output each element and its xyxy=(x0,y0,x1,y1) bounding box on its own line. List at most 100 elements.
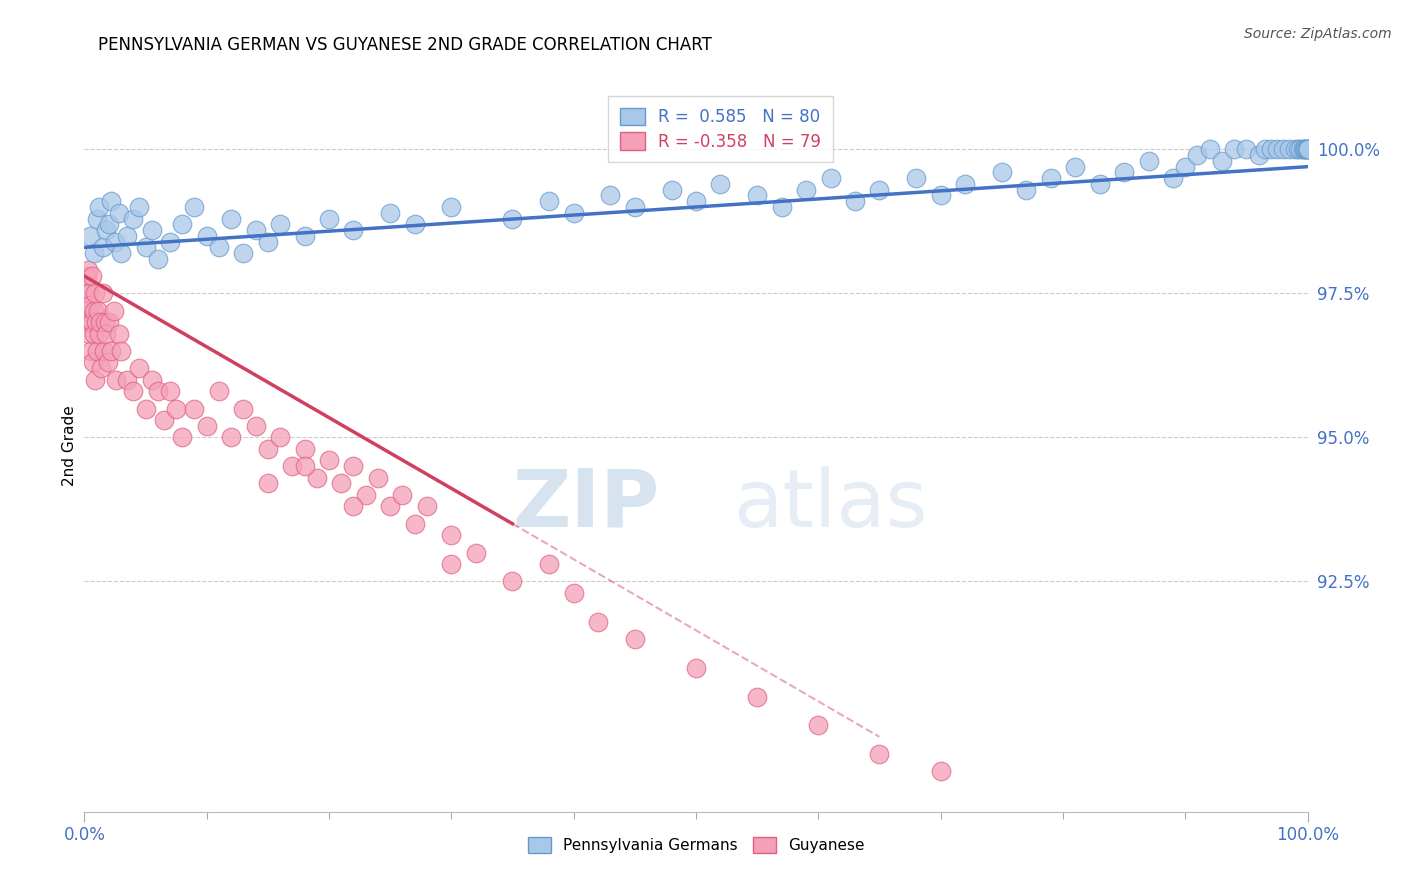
Point xyxy=(1114,165,1136,179)
Point xyxy=(135,240,157,254)
Point xyxy=(929,188,952,202)
Point xyxy=(869,747,891,761)
Point xyxy=(747,690,769,704)
Point xyxy=(820,171,842,186)
Point xyxy=(245,418,267,433)
Point xyxy=(747,188,769,202)
Point xyxy=(404,217,426,231)
Point xyxy=(342,500,364,514)
Point xyxy=(440,557,463,571)
Point xyxy=(115,373,138,387)
Point xyxy=(122,211,145,226)
Point xyxy=(83,326,105,341)
Point xyxy=(257,442,280,456)
Point xyxy=(1295,142,1317,156)
Point xyxy=(1187,148,1209,162)
Point xyxy=(342,223,364,237)
Point xyxy=(342,459,364,474)
Point xyxy=(1211,153,1233,168)
Point xyxy=(305,471,328,485)
Point xyxy=(1015,183,1038,197)
Point xyxy=(77,263,100,277)
Point xyxy=(172,217,194,231)
Point xyxy=(661,183,683,197)
Point xyxy=(128,361,150,376)
Point xyxy=(89,315,111,329)
Text: atlas: atlas xyxy=(733,466,927,543)
Point xyxy=(1289,142,1312,156)
Point xyxy=(232,401,254,416)
Point xyxy=(709,177,731,191)
Point xyxy=(208,240,231,254)
Point xyxy=(1161,171,1184,186)
Point xyxy=(80,343,103,358)
Point xyxy=(1247,148,1270,162)
Point xyxy=(96,326,118,341)
Point xyxy=(141,223,163,237)
Point xyxy=(1260,142,1282,156)
Point xyxy=(281,459,304,474)
Point xyxy=(391,488,413,502)
Point xyxy=(219,430,242,444)
Point xyxy=(87,303,110,318)
Point xyxy=(367,471,389,485)
Point xyxy=(770,200,793,214)
Text: ZIP: ZIP xyxy=(512,466,659,543)
Point xyxy=(77,326,100,341)
Legend: Pennsylvania Germans, Guyanese: Pennsylvania Germans, Guyanese xyxy=(522,830,870,859)
Point xyxy=(100,343,122,358)
Point xyxy=(380,206,402,220)
Point xyxy=(624,200,647,214)
Point xyxy=(79,298,101,312)
Point xyxy=(97,315,120,329)
Point xyxy=(1272,142,1295,156)
Point xyxy=(245,223,267,237)
Point xyxy=(1039,171,1062,186)
Point xyxy=(104,235,127,249)
Point xyxy=(1296,142,1319,156)
Point xyxy=(269,217,291,231)
Point xyxy=(75,286,97,301)
Point xyxy=(1174,160,1197,174)
Point xyxy=(354,488,377,502)
Point xyxy=(1064,160,1087,174)
Point xyxy=(794,183,817,197)
Point xyxy=(103,303,125,318)
Point xyxy=(1254,142,1277,156)
Point xyxy=(115,228,138,243)
Point xyxy=(1296,142,1319,156)
Point xyxy=(107,206,129,220)
Point xyxy=(146,252,169,266)
Point xyxy=(330,476,353,491)
Point xyxy=(562,586,585,600)
Point xyxy=(991,165,1014,179)
Point xyxy=(195,418,218,433)
Point xyxy=(122,384,145,399)
Point xyxy=(416,500,439,514)
Point xyxy=(844,194,866,209)
Point xyxy=(1278,142,1301,156)
Point xyxy=(80,315,103,329)
Point xyxy=(1223,142,1246,156)
Point xyxy=(905,171,928,186)
Point xyxy=(91,286,114,301)
Point xyxy=(1137,153,1160,168)
Point xyxy=(135,401,157,416)
Point xyxy=(294,442,316,456)
Point xyxy=(77,286,100,301)
Point xyxy=(84,373,107,387)
Point xyxy=(599,188,621,202)
Point xyxy=(159,235,181,249)
Point xyxy=(1292,142,1315,156)
Point xyxy=(79,315,101,329)
Point xyxy=(93,343,115,358)
Point xyxy=(83,286,105,301)
Point xyxy=(380,500,402,514)
Point xyxy=(208,384,231,399)
Point xyxy=(90,361,112,376)
Point xyxy=(76,269,98,284)
Point xyxy=(165,401,187,416)
Point xyxy=(404,516,426,531)
Point xyxy=(183,200,205,214)
Point xyxy=(562,206,585,220)
